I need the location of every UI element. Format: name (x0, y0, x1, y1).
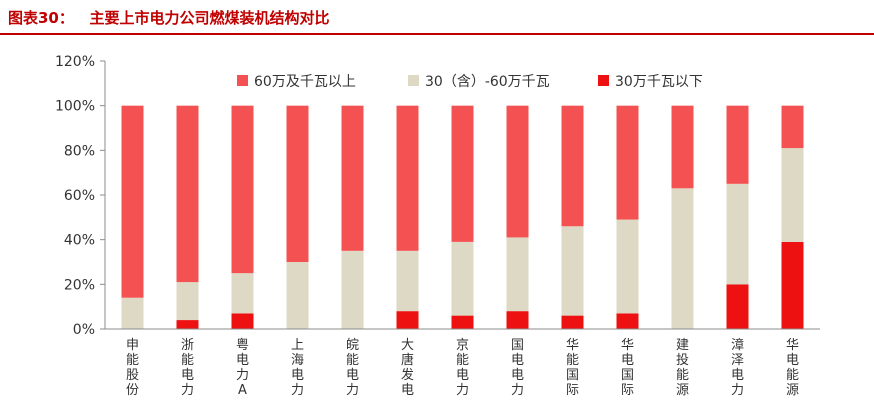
x-tick-label: 漳泽电力 (731, 337, 744, 398)
bar-large-11 (671, 105, 694, 189)
bar-small-7 (451, 315, 474, 329)
bar-mid-8 (506, 237, 529, 312)
bar-small-13 (781, 241, 804, 329)
x-tick-label: 华能国际 (566, 338, 579, 398)
bar-large-13 (781, 105, 804, 149)
figure-title: 图表30： 主要上市电力公司燃煤装机结构对比 (8, 9, 330, 27)
y-tick-label: 120% (55, 54, 95, 70)
x-tick-label: 大唐发电 (401, 338, 414, 398)
bar-small-6 (396, 311, 419, 329)
stacked-bar-chart: 0% 20% 40% 60% 80% 100% 120% 申能股份 浙能电力 粤电力 A 上海电力 皖能… (55, 54, 820, 398)
y-tick-label: 0% (73, 322, 95, 338)
bar-large-5 (341, 105, 364, 251)
x-tick-label: 华电能源 (786, 338, 799, 398)
bar-mid-9 (561, 226, 584, 316)
bar-large-10 (616, 105, 639, 220)
legend-swatch-small (598, 75, 609, 86)
bar-large-3 (231, 105, 254, 274)
bar-large-2 (176, 105, 199, 283)
legend-label-mid: 30（含）-60万千瓦 (425, 74, 550, 90)
bar-mid-12 (726, 183, 749, 285)
x-tick-label: 浙能电力 (181, 338, 194, 398)
x-tick-label: 华电国际 (621, 338, 634, 398)
bar-large-7 (451, 105, 474, 242)
bar-mid-4 (286, 262, 309, 329)
legend-label-large: 60万及千瓦以上 (254, 74, 356, 90)
bar-mid-2 (176, 282, 199, 321)
legend-label-small: 30万千瓦以下 (615, 74, 703, 90)
x-tick-label: 京能电力 (456, 338, 469, 398)
y-tick-label: 60% (64, 188, 95, 204)
bar-small-2 (176, 320, 199, 329)
bar-small-8 (506, 311, 529, 329)
bar-large-4 (286, 105, 309, 263)
bar-small-10 (616, 313, 639, 329)
bar-mid-6 (396, 250, 419, 312)
bar-large-9 (561, 105, 584, 227)
y-tick-label: 100% (55, 99, 95, 115)
bar-small-12 (726, 284, 749, 329)
bar-mid-10 (616, 219, 639, 314)
title-underline (0, 33, 874, 35)
bar-small-3 (231, 313, 254, 329)
bar-mid-7 (451, 241, 474, 316)
x-tick-label: 上海电力 (291, 338, 304, 398)
x-tick-label: 申能股份 (126, 338, 139, 398)
figure-header: 图表30： 主要上市电力公司燃煤装机结构对比 (0, 0, 874, 35)
y-tick-label: 80% (64, 143, 95, 159)
x-tick-label: 粤电力 A (236, 337, 249, 398)
bar-mid-11 (671, 188, 694, 329)
y-tick-label: 40% (64, 233, 95, 249)
bar-mid-1 (121, 297, 144, 329)
bar-large-6 (396, 105, 419, 251)
x-tick-label: 皖能电力 (346, 338, 359, 398)
bar-large-1 (121, 105, 144, 298)
bar-large-8 (506, 105, 529, 238)
bar-small-9 (561, 315, 584, 329)
bar-large-12 (726, 105, 749, 184)
legend-swatch-mid (408, 75, 419, 86)
x-tick-label: 国电电力 (511, 338, 524, 398)
y-tick-label: 20% (64, 277, 95, 293)
bar-mid-3 (231, 273, 254, 314)
legend-swatch-large (237, 75, 248, 86)
bar-mid-13 (781, 148, 804, 242)
bar-mid-5 (341, 250, 364, 329)
x-tick-label: 建投能源 (676, 338, 689, 398)
